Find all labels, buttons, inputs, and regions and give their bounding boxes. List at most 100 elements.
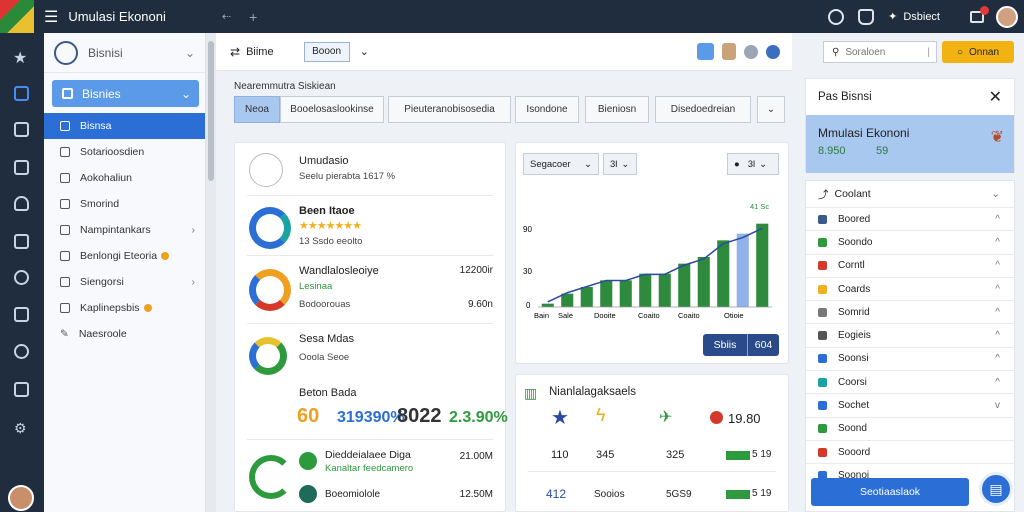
plus-icon[interactable]: + [249,8,258,25]
sidebar-selected[interactable]: Bisnies ⌄ [52,80,199,107]
sidebar-item[interactable]: Smorind [44,191,205,217]
user-icon: ✦ [888,11,898,23]
tab[interactable]: Isondone [515,96,579,123]
avatar[interactable] [8,485,34,511]
sidebar-item[interactable]: Sotarioosdien [44,139,205,165]
list-item[interactable]: Somrid ^ [806,300,1014,323]
list-item[interactable]: Corntl ^ [806,253,1014,277]
chart-dropdown[interactable]: Segacoer ⌄ [523,153,599,175]
scrollbar-thumb[interactable] [208,41,214,181]
chevron-icon[interactable]: ^ [995,260,1000,272]
list-item-label: Boored [838,213,871,225]
save-icon[interactable]: ▤ [979,472,1013,506]
file-icon[interactable] [722,43,736,60]
alert-icon [710,411,723,424]
star-icon[interactable]: ★ [13,50,28,67]
sidebar-item[interactable]: Siengorsi › [44,269,205,295]
sidebar-header[interactable]: Bisnisi ⌄ [44,33,205,73]
chevron-icon[interactable]: v [995,400,1000,412]
chart-bar[interactable] [697,257,710,307]
sidebar-item[interactable]: Benlongi Eteoria [44,243,205,269]
tab[interactable]: Pieuteranobisosedia [388,96,511,123]
close-icon[interactable]: ✕ [988,89,1002,106]
chart-bar[interactable] [678,263,691,307]
check-icon[interactable] [14,86,29,101]
arrow-left-icon[interactable]: ⇠ [221,11,232,23]
chevron-icon[interactable]: ^ [995,283,1000,295]
chevron-down-icon[interactable]: ⌄ [991,188,1000,200]
table-icon[interactable] [14,234,29,249]
chevron-icon[interactable]: ^ [995,306,1000,318]
list-item[interactable]: Coards ^ [806,276,1014,300]
grid-icon[interactable] [14,307,29,322]
document-icon[interactable] [14,160,29,175]
search-input[interactable] [845,46,906,58]
hamburger-menu-icon[interactable]: ☰ [44,8,59,26]
chart-bar[interactable] [600,280,613,307]
layout-icon[interactable] [14,122,29,137]
list-item[interactable]: Coorsi ^ [806,370,1014,393]
footer-button[interactable]: Seotiaaslaok [811,478,969,506]
list-item[interactable]: Sooord [806,439,1014,463]
chevron-down-icon[interactable]: ⌄ [184,45,195,60]
share-icon[interactable]: ⇄ [230,44,241,59]
toolbar-select[interactable]: Booon [303,41,350,62]
chart-bar[interactable] [619,280,632,307]
list-item[interactable]: Soond [806,416,1014,440]
chart-bar[interactable] [580,287,593,307]
chevron-icon[interactable]: ^ [995,376,1000,388]
sidebar-item[interactable]: Bisnsa [44,113,205,139]
chart-bar[interactable] [541,303,554,307]
chevron-icon[interactable]: ^ [995,330,1000,342]
chart-bar[interactable] [561,293,574,307]
chart-button[interactable]: 604 [747,334,779,356]
sidebar-item[interactable]: Nampintankars › [44,217,205,243]
list-icon[interactable] [14,382,29,397]
chart-bar[interactable] [717,240,730,307]
chevron-icon[interactable]: ^ [995,213,1000,225]
sidebar-item[interactable]: ✎ Naesroole [44,321,205,347]
bell-icon[interactable] [858,8,875,25]
hero-banner[interactable]: Mmulasi Ekononi 8.950 59 ❦ [806,115,1014,173]
chevron-right-icon[interactable]: › [191,224,196,236]
chart-bar[interactable] [658,273,671,307]
search-button[interactable]: ○ Onnan [942,41,1014,63]
globe-icon[interactable] [744,44,758,59]
chart-bar[interactable] [639,273,652,307]
chevron-icon[interactable]: ^ [995,236,1000,248]
alert-icon[interactable] [766,44,780,59]
chart-bar[interactable] [756,223,769,307]
refresh-icon[interactable] [697,43,714,60]
avatar[interactable] [996,5,1018,28]
chart-select[interactable]: 3l ⌄ [603,153,637,175]
sidebar-scrollbar[interactable] [206,33,216,512]
user-icon[interactable] [14,196,29,211]
settings-icon[interactable]: ⚙ [14,420,27,436]
tab[interactable]: Neoa [234,96,280,123]
globe-icon[interactable] [14,270,29,285]
search-box[interactable]: ⚲ | [823,41,937,63]
list-header[interactable]: ⤴ Coolant ⌄ [806,181,1014,207]
list-item[interactable]: Sochet v [806,393,1014,416]
notification-icon[interactable] [970,5,989,23]
sidebar-item[interactable]: Aokohaliun [44,165,205,191]
list-item[interactable]: Eogieis ^ [806,323,1014,346]
tab[interactable]: Bieniosn [585,96,649,123]
list-item[interactable]: Soondo ^ [806,230,1014,253]
chart-button[interactable]: Sbiis [703,334,747,356]
tab[interactable]: Disedoedreian [655,96,751,123]
tab[interactable]: Booelosaslookinse [280,96,384,123]
tab-overflow-chevron-icon[interactable]: ⌄ [757,96,785,123]
user-name[interactable]: Dsbiect [903,10,940,23]
chevron-down-icon[interactable]: ⌄ [180,86,191,101]
chevron-icon[interactable]: ^ [995,353,1000,365]
chevron-right-icon[interactable]: › [191,276,196,288]
chart-bar[interactable] [736,233,749,307]
sidebar-item[interactable]: Kaplinepsbis [44,295,205,321]
search-icon[interactable] [14,344,29,359]
chevron-down-icon[interactable]: ⌄ [359,46,369,58]
chart-filter[interactable]: ● 3l ⌄ [727,153,779,175]
list-item[interactable]: Boored ^ [806,207,1014,230]
list-item[interactable]: Soonsi ^ [806,346,1014,370]
clock-icon[interactable] [828,8,845,25]
